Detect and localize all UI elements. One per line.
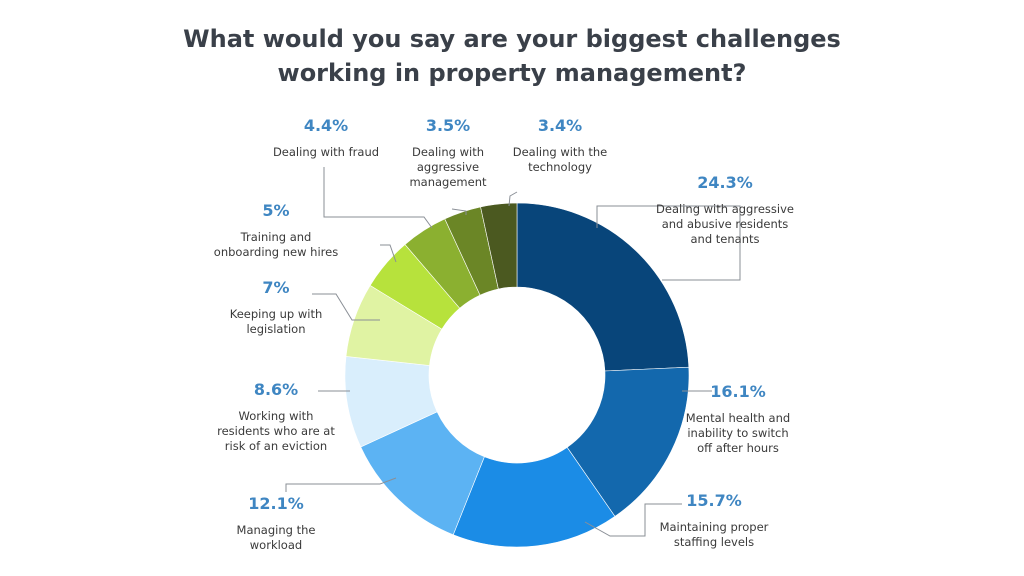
- slice-category-label: aggressive: [417, 160, 479, 174]
- leader-line: [451, 208, 467, 215]
- slice-category-label: technology: [528, 160, 592, 174]
- slice-category-label: workload: [250, 538, 302, 552]
- donut-slice: [480, 202, 518, 290]
- slice-value-label: 3.4%: [538, 116, 582, 135]
- slice-category-label: Mental health and: [686, 411, 790, 425]
- donut-slice: [516, 202, 690, 372]
- slice-value-label: 4.4%: [304, 116, 348, 135]
- slice-category-label: Keeping up with: [230, 307, 323, 321]
- slice-value-label: 3.5%: [426, 116, 470, 135]
- slice-value-label: 5%: [262, 201, 289, 220]
- slice-category-label: and tenants: [691, 232, 760, 246]
- leader-line: [584, 503, 682, 537]
- chart-title-line-1: What would you say are your biggest chal…: [183, 25, 841, 53]
- slice-category-label: inability to switch: [687, 426, 788, 440]
- leader-line: [285, 477, 397, 492]
- slice-value-label: 15.7%: [686, 491, 742, 510]
- slice-value-label: 24.3%: [697, 173, 753, 192]
- leader-line: [323, 167, 433, 229]
- slice-category-label: onboarding new hires: [214, 245, 338, 259]
- slice-category-label: residents who are at: [217, 424, 335, 438]
- slice-category-label: management: [409, 175, 487, 189]
- slice-category-label: risk of an eviction: [225, 439, 327, 453]
- chart-title-line-2: working in property management?: [277, 59, 747, 87]
- leader-line: [312, 293, 380, 321]
- slice-category-label: Maintaining proper: [660, 520, 769, 534]
- leader-line: [508, 191, 518, 207]
- slice-category-label: legislation: [246, 322, 305, 336]
- slice-value-label: 7%: [262, 278, 289, 297]
- slice-category-label: Training and: [240, 230, 312, 244]
- slice-category-label: staffing levels: [674, 535, 754, 549]
- slice-category-label: Dealing with fraud: [273, 145, 379, 159]
- leader-line: [380, 244, 397, 263]
- slice-category-label: Working with: [239, 409, 314, 423]
- slice-category-label: Dealing with: [412, 145, 484, 159]
- slice-value-label: 12.1%: [248, 494, 304, 513]
- leader-line: [596, 205, 741, 281]
- slice-category-label: off after hours: [697, 441, 779, 455]
- slice-category-label: Dealing with aggressive: [656, 202, 794, 216]
- slice-value-label: 8.6%: [254, 380, 298, 399]
- slice-category-label: Dealing with the: [513, 145, 608, 159]
- slice-category-label: and abusive residents: [662, 217, 789, 231]
- slice-category-label: Managing the: [237, 523, 316, 537]
- slice-value-label: 16.1%: [710, 382, 766, 401]
- chart-title: What would you say are your biggest chal…: [0, 22, 1024, 90]
